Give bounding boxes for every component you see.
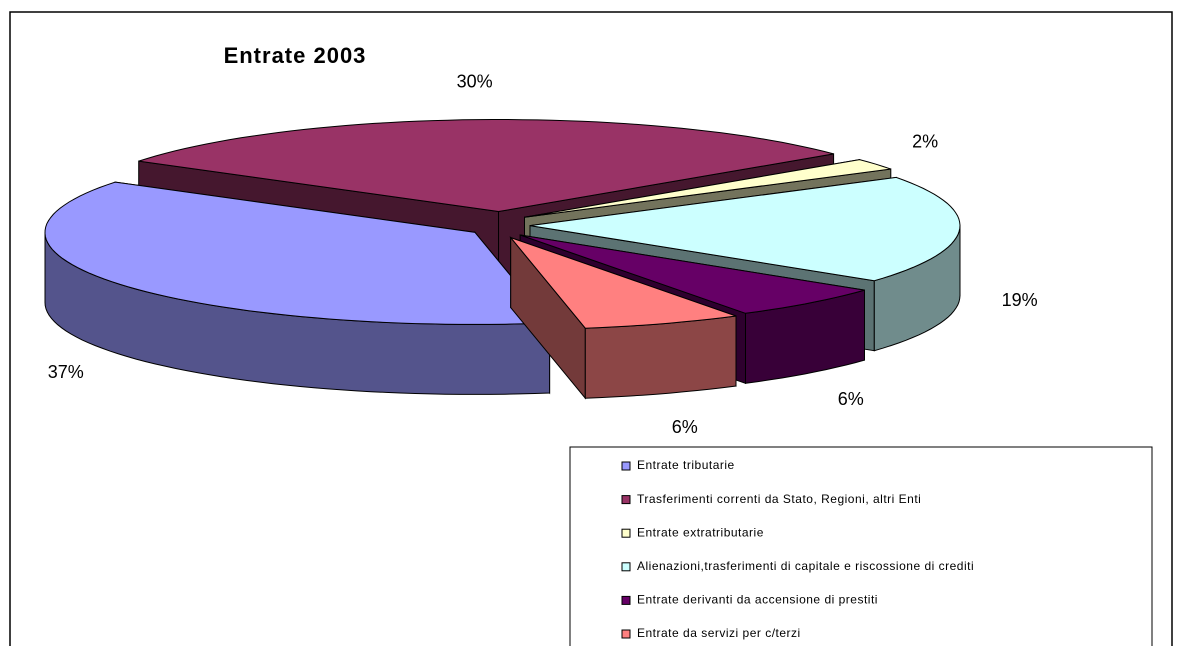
slice-side xyxy=(584,315,737,399)
legend-label: Entrate extratributarie xyxy=(637,525,764,539)
legend-label: Trasferimenti correnti da Stato, Regioni… xyxy=(637,492,921,506)
legend-label: Entrate da servizi per c/terzi xyxy=(637,626,801,640)
legend-swatch xyxy=(621,629,631,639)
slice xyxy=(529,176,961,282)
legend-swatch xyxy=(621,595,631,605)
data-label: 2% xyxy=(912,132,938,152)
slice xyxy=(509,236,737,329)
chart-frame xyxy=(9,11,1173,646)
data-label: 6% xyxy=(672,417,698,437)
slice xyxy=(138,119,834,213)
legend-swatch xyxy=(621,562,631,572)
slice xyxy=(44,181,551,325)
data-label: 6% xyxy=(838,389,864,409)
legend-box xyxy=(569,446,1153,646)
legend-label: Alienazioni,trasferimenti di capitale e … xyxy=(637,559,974,573)
legend-swatch xyxy=(621,461,631,471)
chart-title: Entrate 2003 xyxy=(224,43,367,68)
legend-swatch xyxy=(621,495,631,505)
legend-swatch xyxy=(621,528,631,538)
slice xyxy=(524,159,891,218)
legend-label: Entrate tributarie xyxy=(637,458,735,472)
data-label: 19% xyxy=(1002,290,1038,310)
data-label: 30% xyxy=(457,72,493,92)
data-label: 37% xyxy=(48,362,84,382)
slice xyxy=(520,234,865,314)
legend-label: Entrate derivanti da accensione di prest… xyxy=(637,593,878,607)
